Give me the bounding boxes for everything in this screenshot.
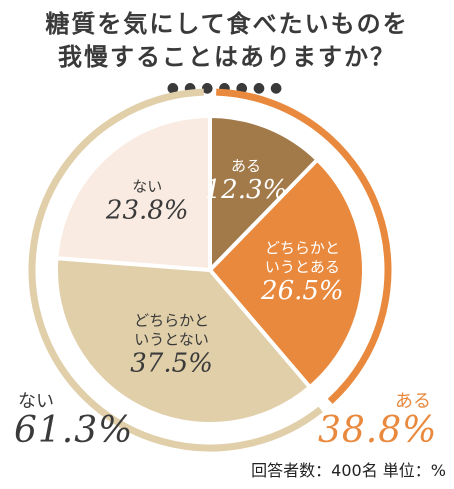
pie-slice-1: [207, 156, 366, 390]
slice-label-1-line-1: いうとある: [265, 258, 340, 276]
title-line-1: 糖質を気にして食べたいものを: [45, 10, 409, 38]
ring-arc-aru: [216, 88, 392, 404]
group-pct-aru: 38.8%: [318, 410, 438, 451]
slice-pct-3: 23.8%: [105, 196, 189, 226]
title-line-2: 我慢することはありますか？: [58, 43, 396, 71]
slice-pct-0: 12.3%: [205, 175, 288, 205]
group-label-nai: ない: [18, 391, 54, 412]
slice-label-2-line-0: どちらかと: [134, 311, 209, 329]
respondent-note: 回答者数：400名 単位：%: [251, 461, 446, 480]
pie-slice-3: [54, 113, 212, 273]
group-pct-nai: 61.3%: [14, 410, 134, 451]
ring-arc-nai: [28, 88, 323, 452]
slice-pct-2: 37.5%: [130, 348, 213, 378]
slice-label-0-line-0: ある: [231, 157, 261, 175]
slice-label-2-line-1: いうとない: [134, 330, 209, 348]
pie-slice-2: [54, 256, 313, 426]
slice-pct-1: 26.5%: [260, 276, 344, 306]
slice-label-3-line-0: ない: [132, 178, 162, 196]
slice-label-1-line-0: どちらかと: [265, 239, 340, 257]
chart-title: 糖質を気にして食べたいものを 我慢することはありますか？: [0, 8, 454, 74]
pie-slice-0: [208, 113, 321, 275]
group-label-aru: ある: [395, 391, 431, 412]
